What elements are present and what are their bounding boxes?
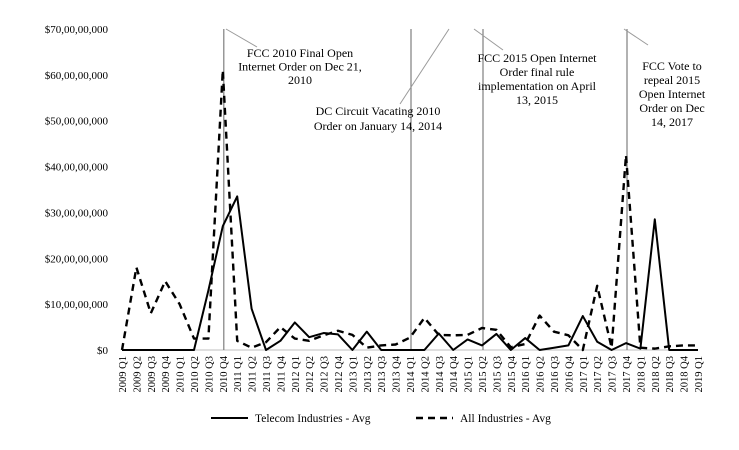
x-tick-label: 2018 Q4 — [680, 355, 691, 392]
x-tick-label: 2012 Q2 — [305, 356, 316, 392]
annotation-leader — [225, 28, 258, 48]
x-tick-label: 2011 Q3 — [262, 356, 273, 392]
x-tick-label: 2009 Q2 — [132, 356, 143, 392]
legend-label: All Industries - Avg — [460, 413, 551, 425]
x-tick-label: 2010 Q1 — [176, 356, 187, 392]
x-tick-label: 2014 Q3 — [435, 356, 446, 392]
annotation-text: implementation on April — [478, 79, 597, 93]
x-tick-label: 2013 Q2 — [363, 356, 374, 392]
x-tick-label: 2017 Q4 — [622, 355, 633, 392]
x-tick-label: 2013 Q3 — [377, 356, 388, 392]
x-tick-label: 2017 Q3 — [608, 356, 619, 392]
legend-label: Telecom Industries - Avg — [255, 413, 371, 425]
x-tick-label: 2014 Q1 — [406, 356, 417, 392]
series-telecom-line — [122, 195, 698, 351]
annotation-text: FCC 2015 Open Internet — [478, 51, 598, 65]
x-tick-label: 2013 Q1 — [348, 356, 359, 392]
x-tick-label: 2019 Q1 — [694, 356, 705, 392]
x-tick-label: 2012 Q1 — [291, 356, 302, 392]
x-tick-label: 2014 Q2 — [420, 356, 431, 392]
x-tick-label: 2011 Q2 — [248, 356, 259, 392]
annotation-text: Internet Order on Dec 21, — [238, 60, 362, 74]
x-tick-label: 2013 Q4 — [392, 355, 403, 392]
x-tick-label: 2010 Q2 — [190, 356, 201, 392]
annotation-text: 13, 2015 — [516, 93, 558, 107]
x-tick-label: 2015 Q4 — [507, 355, 518, 392]
x-tick-label: 2010 Q4 — [219, 355, 230, 392]
annotation-text: DC Circuit Vacating 2010 — [316, 104, 441, 118]
x-tick-label: 2016 Q3 — [550, 356, 561, 392]
x-tick-label: 2009 Q1 — [118, 356, 129, 392]
x-tick-label: 2015 Q3 — [492, 356, 503, 392]
y-tick-label: $60,00,00,000 — [45, 70, 109, 82]
x-tick-label: 2009 Q4 — [161, 355, 172, 392]
x-tick-label: 2016 Q2 — [536, 356, 547, 392]
series-all-industries-line — [120, 69, 698, 352]
y-tick-label: $40,00,00,000 — [45, 162, 109, 174]
y-tick-label: $0 — [97, 345, 109, 357]
annotation-leader — [399, 28, 450, 105]
x-tick-label: 2011 Q1 — [233, 356, 244, 392]
annotation-text: repeal 2015 — [644, 73, 700, 87]
y-tick-label: $30,00,00,000 — [45, 207, 109, 219]
x-tick-label: 2012 Q3 — [320, 356, 331, 392]
annotation-text: Order on January 14, 2014 — [314, 119, 442, 133]
annotation-text: Order final rule — [500, 65, 575, 79]
x-tick-label: 2016 Q4 — [564, 355, 575, 392]
x-tick-label: 2014 Q4 — [449, 355, 460, 392]
annotation-text: Open Internet — [639, 87, 706, 101]
y-tick-label: $20,00,00,000 — [45, 253, 109, 265]
annotation-text: 2010 — [288, 73, 312, 87]
y-tick-label: $50,00,00,000 — [45, 116, 109, 128]
x-tick-label: 2018 Q3 — [665, 356, 676, 392]
x-tick-label: 2011 Q4 — [276, 355, 287, 392]
x-tick-label: 2015 Q1 — [464, 356, 475, 392]
annotation-text: Order on Dec — [639, 101, 704, 115]
x-tick-label: 2015 Q2 — [478, 356, 489, 392]
x-tick-label: 2017 Q1 — [579, 356, 590, 392]
annotation-leader — [623, 28, 649, 46]
annotation-text: FCC 2010 Final Open — [247, 46, 353, 60]
y-tick-label: $10,00,00,000 — [45, 299, 109, 311]
annotation-text: 14, 2017 — [651, 115, 693, 129]
x-tick-label: 2010 Q3 — [204, 356, 215, 392]
x-tick-label: 2009 Q3 — [147, 356, 158, 392]
x-tick-label: 2018 Q1 — [636, 356, 647, 392]
y-tick-label: $70,00,00,000 — [45, 24, 109, 36]
annotation-leader — [473, 28, 504, 51]
x-tick-label: 2016 Q1 — [521, 356, 532, 392]
x-tick-label: 2012 Q4 — [334, 355, 345, 392]
annotation-text: FCC Vote to — [642, 59, 702, 73]
x-tick-label: 2017 Q2 — [593, 356, 604, 392]
x-tick-label: 2018 Q2 — [651, 356, 662, 392]
